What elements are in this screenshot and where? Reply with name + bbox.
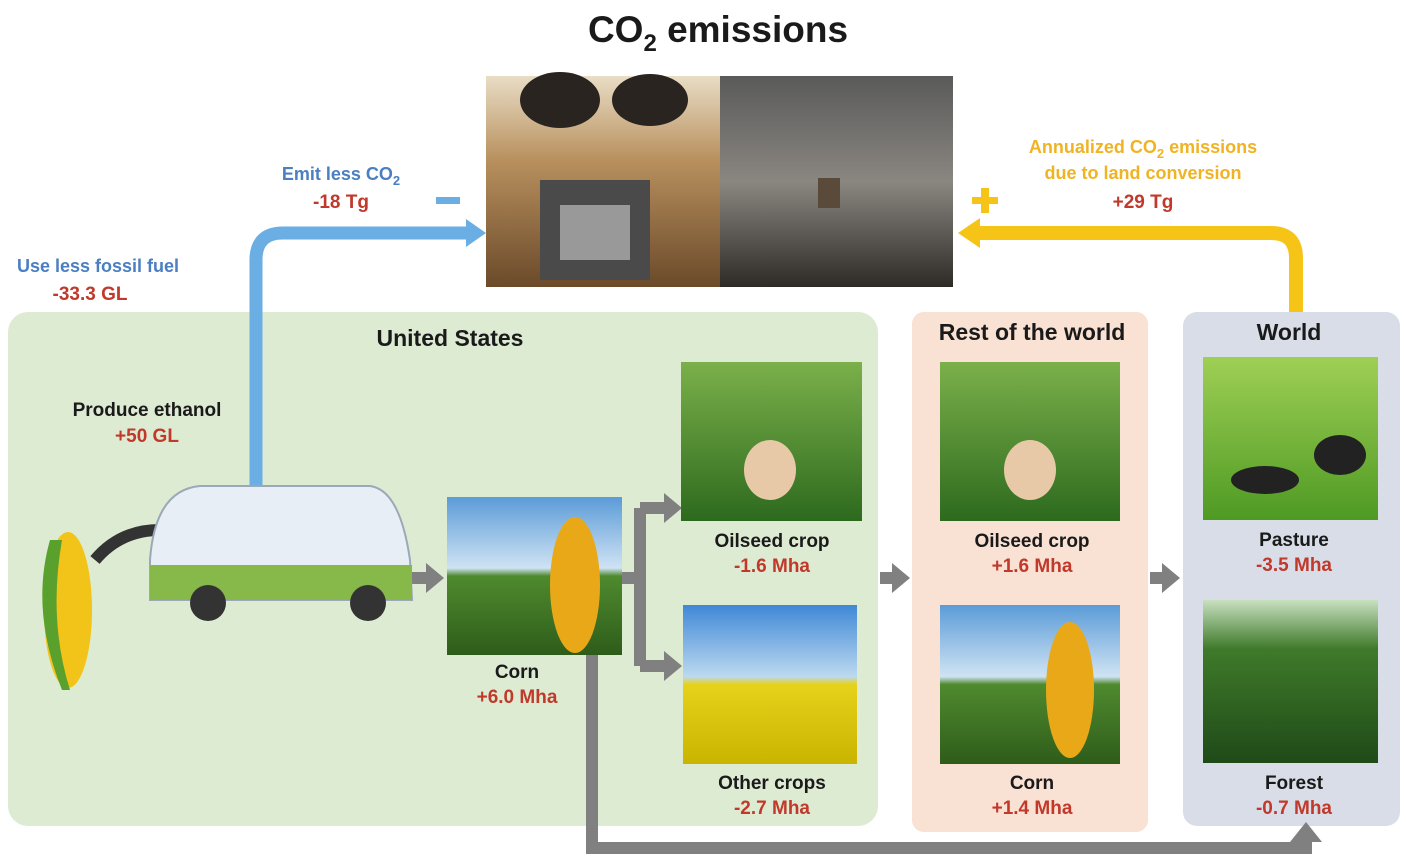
forest-photo <box>1203 600 1378 763</box>
item-label: Forest <box>1265 773 1324 794</box>
source-label: Produce ethanol <box>73 400 222 421</box>
land-subscript: 2 <box>1157 146 1164 161</box>
truck-grille <box>560 205 630 260</box>
emit-label-main: Emit less CO <box>282 164 393 184</box>
item-value: +1.4 Mha <box>992 798 1073 819</box>
region-title: United States <box>377 325 524 351</box>
arrow-head <box>466 219 486 247</box>
diagram: CO2 emissions <box>0 0 1406 854</box>
minus-sign <box>436 197 460 204</box>
corn-cob <box>1046 622 1094 758</box>
title-subscript: 2 <box>643 30 656 57</box>
emit-value: -18 Tg <box>313 192 369 213</box>
stump <box>818 178 840 208</box>
arrow-shaft <box>410 572 428 584</box>
other-crops-photo <box>683 605 857 764</box>
cow <box>1314 435 1366 475</box>
emit-label: Emit less CO2 <box>282 164 400 188</box>
item-label: Oilseed crop <box>714 531 829 552</box>
arrow-shaft <box>634 508 646 666</box>
fossil-value: -33.3 GL <box>53 284 128 305</box>
arrow-head <box>1162 563 1180 593</box>
item-label: Pasture <box>1259 530 1329 551</box>
van-wheel <box>350 585 386 621</box>
title-rest: emissions <box>657 9 848 50</box>
hands <box>1004 440 1056 500</box>
arrow-head <box>958 218 980 248</box>
item-label: Other crops <box>718 773 826 794</box>
plus-sign <box>981 188 989 213</box>
item-value: -2.7 Mha <box>734 798 810 819</box>
title: CO2 emissions <box>588 9 848 57</box>
corn-cob <box>550 517 600 653</box>
arrow-shaft <box>1150 572 1164 584</box>
fossil-label: Use less fossil fuel <box>17 256 179 276</box>
item-label: Corn <box>1010 773 1054 794</box>
item-value: -3.5 Mha <box>1256 555 1332 576</box>
region-title: World <box>1257 319 1322 345</box>
hands <box>744 440 796 500</box>
cow <box>1231 466 1299 494</box>
page: { "title": {"main": "CO", "subscript": "… <box>0 0 1406 854</box>
item-value: +6.0 Mha <box>477 687 558 708</box>
yellow-arrow <box>978 233 1296 312</box>
item-label: Oilseed crop <box>974 531 1089 552</box>
arrow-shaft <box>880 572 894 584</box>
land-label-2: emissions <box>1164 137 1257 157</box>
land-label: Annualized CO2 emissions <box>1029 137 1257 161</box>
land-label: due to land conversion <box>1044 163 1241 183</box>
source-value: +50 GL <box>115 426 179 447</box>
title-main: CO <box>588 9 644 50</box>
land-value: +29 Tg <box>1113 192 1174 213</box>
van-wheel <box>190 585 226 621</box>
land-label-1: Annualized CO <box>1029 137 1157 157</box>
smoke <box>520 72 600 128</box>
item-value: -0.7 Mha <box>1256 798 1332 819</box>
arrow-shaft <box>640 502 666 514</box>
item-value: +1.6 Mha <box>992 556 1073 577</box>
arrow-head <box>892 563 910 593</box>
item-label: Corn <box>495 662 539 683</box>
smoke <box>612 74 688 126</box>
region-title: Rest of the world <box>939 319 1126 345</box>
item-value: -1.6 Mha <box>734 556 810 577</box>
arrow-shaft <box>640 660 666 672</box>
emit-subscript: 2 <box>393 173 400 188</box>
